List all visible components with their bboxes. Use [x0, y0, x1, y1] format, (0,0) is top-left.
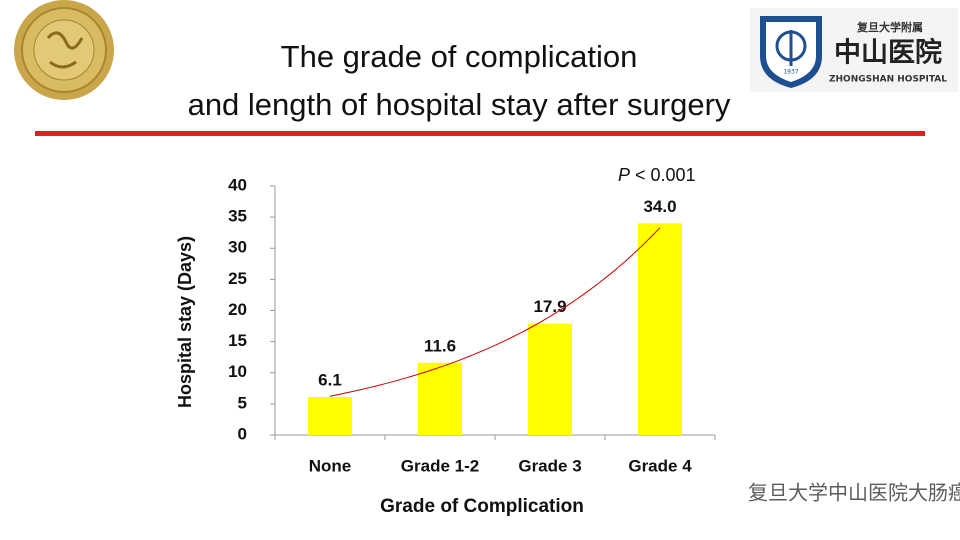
logo-top: 复旦大学附属	[856, 20, 923, 34]
p-symbol: P	[618, 165, 630, 185]
hospital-logo: 1937 复旦大学附属 中山医院 ZHONGSHAN HOSPITAL	[750, 8, 958, 92]
x-tick-label: Grade 1-2	[401, 456, 479, 475]
value-label: 6.1	[318, 371, 342, 390]
logo-year: 1937	[783, 69, 798, 76]
bar	[638, 223, 682, 435]
value-label: 34.0	[643, 197, 676, 216]
p-value: < 0.001	[630, 165, 696, 185]
x-axis-label: Grade of Complication	[380, 496, 584, 517]
y-axis-label: Hospital stay (Days)	[175, 236, 195, 408]
logo-english: ZHONGSHAN HOSPITAL	[829, 75, 947, 85]
bar	[308, 397, 352, 435]
trend-line	[329, 227, 661, 397]
y-tick-label: 35	[228, 207, 247, 226]
value-label: 11.6	[424, 336, 456, 355]
x-tick-label: Grade 4	[628, 456, 692, 475]
y-tick-label: 15	[228, 331, 247, 350]
logo-name: 中山医院	[834, 37, 942, 69]
society-emblem	[14, 0, 114, 100]
y-tick-label: 5	[238, 393, 247, 412]
bar	[418, 362, 462, 435]
y-tick-label: 0	[238, 424, 247, 443]
y-tick-label: 20	[228, 300, 247, 319]
y-tick-label: 10	[228, 362, 247, 381]
y-tick-label: 25	[228, 269, 247, 288]
p-value-annotation: P < 0.001	[618, 165, 696, 185]
y-tick-label: 30	[228, 238, 247, 257]
title-rule	[35, 131, 925, 136]
x-tick-label: None	[309, 456, 352, 475]
y-tick-label: 40	[228, 175, 247, 194]
title-line: The grade of complication	[281, 39, 638, 74]
value-label: 17.9	[533, 297, 566, 316]
title-line: and length of hospital stay after surger…	[188, 87, 731, 122]
bar	[528, 323, 572, 435]
watermark: 复旦大学中山医院大肠癌诊疗中心	[748, 481, 960, 505]
x-tick-label: Grade 3	[518, 456, 581, 475]
